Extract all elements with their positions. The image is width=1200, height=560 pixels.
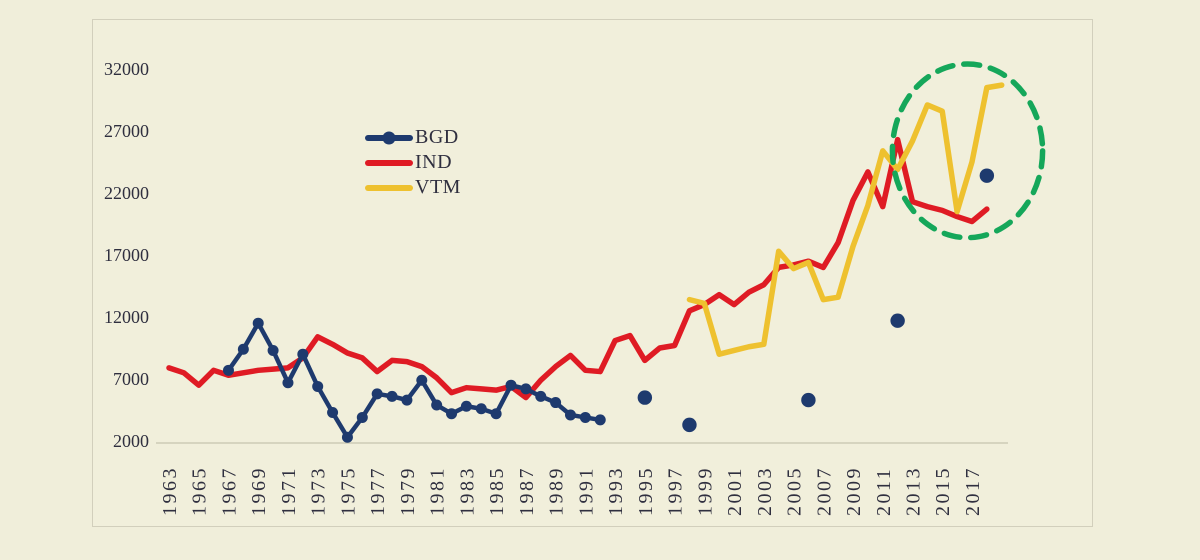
series-BGD-isolated-point [890, 313, 905, 328]
series-BGD-marker [520, 383, 532, 395]
series-BGD-isolated-point [801, 392, 816, 408]
legend-item-ind: IND [365, 150, 461, 175]
series-BGD-isolated-point [637, 390, 653, 405]
series-BGD-marker [594, 414, 606, 426]
x-tick-label: 1987 [516, 466, 538, 516]
series-BGD-marker [312, 380, 324, 392]
vtm-line-icon [365, 184, 413, 191]
bgd-marker-dot-icon [382, 131, 396, 144]
x-tick-label: 1977 [367, 466, 389, 516]
x-tick-label: 1963 [159, 466, 181, 516]
chart-card: 2000 7000 12000 17000 22000 27000 32000 1963 196… [92, 19, 1093, 527]
y-tick-label: 27000 [104, 121, 149, 141]
series-IND-line [166, 136, 990, 401]
series-BGD-marker [401, 394, 413, 406]
series-BGD-marker [341, 431, 353, 443]
series-VTM-line [686, 82, 1005, 357]
series-BGD-marker [371, 388, 383, 400]
x-tick-label: 2003 [754, 466, 776, 516]
series-BGD-isolated-point [682, 417, 697, 433]
series-BGD-marker [550, 397, 562, 409]
x-tick-label: 1967 [218, 466, 240, 516]
series-BGD-marker [446, 408, 458, 420]
x-tick-label: 2001 [724, 466, 746, 516]
x-tick-label: 2009 [843, 466, 865, 516]
y-tick-label: 22000 [104, 183, 149, 203]
x-tick-label: 1975 [337, 466, 359, 516]
x-tick-label: 1995 [635, 466, 657, 516]
series-BGD-isolated-point [979, 168, 995, 183]
series-BGD-marker [490, 408, 502, 420]
ind-line-icon [365, 159, 413, 166]
legend-label-bgd: BGD [415, 126, 459, 148]
x-tick-label: 1993 [605, 466, 627, 516]
legend-label-vtm: VTM [415, 176, 461, 198]
series-BGD-marker [431, 399, 443, 411]
y-tick-label: 12000 [104, 307, 149, 327]
series-BGD-marker [564, 409, 576, 421]
series-BGD-marker [282, 377, 294, 389]
series-BGD-marker [297, 348, 309, 360]
x-tick-label: 1985 [486, 466, 508, 516]
x-tick-label: 1999 [694, 466, 716, 516]
x-tick-label: 1979 [397, 466, 419, 516]
series-BGD-marker [416, 374, 428, 386]
x-tick-label: 1965 [189, 466, 211, 516]
x-tick-label: 1991 [575, 466, 597, 516]
x-tick-label: 2013 [903, 466, 925, 516]
x-tick-label: 1989 [546, 466, 568, 516]
series-BGD-marker [505, 379, 517, 391]
x-tick-label: 2005 [784, 466, 806, 516]
series-BGD-marker [535, 390, 547, 402]
series-BGD-marker [386, 390, 398, 402]
y-tick-label: 7000 [113, 369, 149, 389]
x-tick-label: 1981 [427, 466, 449, 516]
series-BGD-marker [222, 364, 234, 376]
bgd-line-with-dot-icon [365, 131, 413, 144]
chart-legend: BGD IND VTM [365, 125, 461, 200]
x-tick-label: 1969 [248, 466, 270, 516]
x-tick-label: 2011 [873, 467, 895, 516]
x-tick-label: 1971 [278, 466, 300, 516]
series-BGD-marker [460, 400, 472, 412]
y-tick-label: 17000 [104, 245, 149, 265]
y-tick-label: 2000 [113, 431, 149, 451]
x-tick-label: 1973 [308, 466, 330, 516]
y-tick-label: 32000 [104, 59, 149, 79]
legend-item-bgd: BGD [365, 125, 461, 150]
series-BGD-marker [267, 344, 279, 356]
series-BGD-marker [327, 406, 339, 418]
series-BGD-marker [252, 317, 264, 329]
series-BGD-marker [475, 403, 487, 415]
line-chart: 2000 7000 12000 17000 22000 27000 32000 1963 196… [104, 59, 1046, 516]
x-tick-label: 2017 [962, 466, 984, 516]
series-BGD-marker [579, 411, 591, 423]
x-tick-label: 2015 [932, 466, 954, 516]
x-tick-label: 2007 [813, 466, 835, 516]
highlight-ellipse-annotation [889, 61, 1046, 241]
legend-item-vtm: VTM [365, 175, 461, 200]
x-tick-label: 1997 [665, 466, 687, 516]
x-tick-label: 1983 [456, 466, 478, 516]
legend-label-ind: IND [415, 151, 453, 173]
series-BGD-marker [356, 411, 368, 423]
series-BGD-marker [237, 343, 249, 355]
